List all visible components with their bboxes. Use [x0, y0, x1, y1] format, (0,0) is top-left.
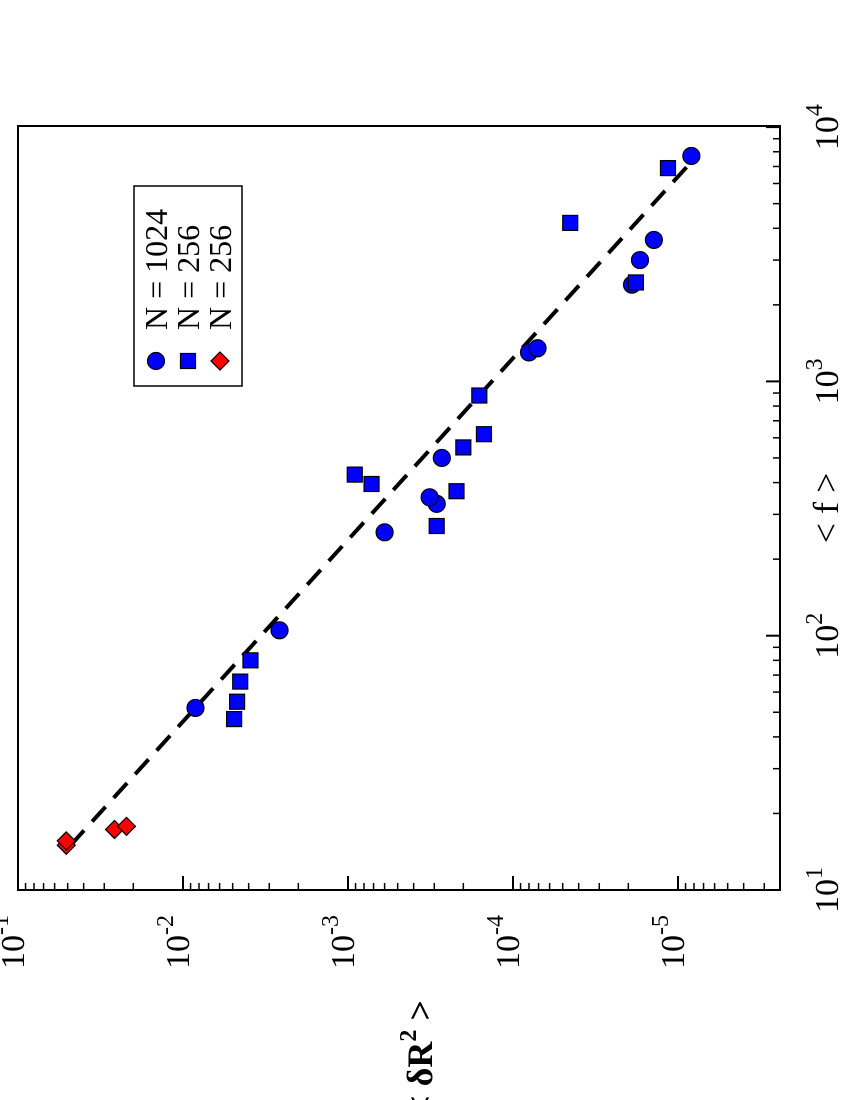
- data-point-circle: [270, 621, 289, 640]
- plot-frame: [17, 125, 781, 891]
- data-point-square: [226, 710, 243, 728]
- y-tick-label-exponent: -4: [483, 915, 509, 935]
- legend-label: N = 256: [202, 225, 238, 330]
- data-point-square: [448, 483, 465, 500]
- data-point-square: [229, 693, 246, 710]
- data-point-square: [455, 439, 472, 456]
- data-points: [56, 146, 701, 856]
- legend-marker-diamond: [210, 351, 230, 371]
- legend-entry: N = 1024: [138, 209, 174, 371]
- data-point-circle: [186, 698, 205, 718]
- data-point-circle: [528, 339, 547, 358]
- y-tick-label-base: 10: [655, 935, 692, 969]
- x-tick-label-base: 10: [809, 116, 846, 150]
- legend-entry: N = 256: [170, 225, 206, 370]
- x-tick-label: 101: [802, 867, 846, 913]
- x-tick-label-exponent: 3: [802, 358, 828, 370]
- x-axis-major-ticks: [766, 126, 780, 891]
- legend-label: N = 256: [170, 225, 206, 330]
- data-point-circle: [644, 230, 663, 250]
- x-tick-label-exponent: 4: [802, 104, 828, 116]
- y-axis-major-ticks: [17, 876, 679, 890]
- data-point-square: [471, 387, 488, 404]
- data-point-circle: [375, 523, 394, 542]
- x-tick-label: 103: [802, 358, 846, 404]
- data-point-square: [562, 214, 579, 232]
- x-tick-label: 104: [802, 104, 846, 150]
- y-tick-label-exponent: -1: [0, 915, 14, 935]
- data-point-circle: [420, 488, 439, 507]
- data-point-square: [242, 652, 259, 669]
- y-tick-label-base: 10: [0, 935, 32, 969]
- y-tick-label: 10-3: [318, 915, 362, 969]
- y-tick-label: 10-1: [0, 915, 32, 969]
- data-point-diamond: [56, 831, 77, 851]
- data-point-square: [232, 673, 249, 690]
- legend-entry: N = 256: [202, 225, 238, 371]
- y-tick-label: 10-4: [483, 915, 527, 969]
- x-tick-label-base: 10: [809, 879, 846, 913]
- y-tick-label-exponent: -5: [648, 915, 674, 935]
- x-tick-label-exponent: 2: [802, 613, 828, 625]
- legend-marker-circle: [146, 351, 166, 371]
- y-tick-label-base: 10: [490, 935, 527, 969]
- legend-marker-square: [179, 352, 197, 370]
- y-tick-label-base: 10: [325, 935, 362, 969]
- x-tick-label-base: 10: [809, 625, 846, 659]
- y-axis-tick-labels: 10-110-210-310-410-5: [0, 915, 692, 969]
- x-axis-title: < f >: [806, 473, 846, 544]
- y-tick-label: 10-2: [153, 915, 197, 969]
- data-point-square: [659, 159, 677, 177]
- data-point-circle: [432, 448, 451, 468]
- y-axis-title-exponent: 2: [396, 1030, 422, 1042]
- x-tick-label-base: 10: [809, 370, 846, 404]
- x-tick-label-exponent: 1: [802, 867, 828, 879]
- legend-label: N = 1024: [138, 209, 174, 330]
- y-axis-title-end: >: [400, 1000, 440, 1030]
- y-tick-label-exponent: -3: [318, 915, 344, 935]
- y-tick-label: 10-5: [648, 915, 692, 969]
- legend-box: [133, 185, 243, 387]
- x-axis-minor-ticks: [773, 137, 780, 815]
- x-tick-label: 102: [802, 613, 846, 659]
- y-tick-label-exponent: -2: [153, 915, 179, 935]
- data-point-circle: [682, 146, 701, 166]
- data-point-circle: [630, 250, 650, 270]
- data-point-square: [346, 466, 363, 483]
- data-point-square: [627, 274, 644, 291]
- y-axis-title-base: < δR: [400, 1041, 440, 1100]
- y-axis-minor-ticks: [24, 883, 766, 890]
- data-point-square: [428, 517, 445, 535]
- fit-line: [69, 165, 689, 847]
- y-axis-title: < δR2 >: [396, 1000, 440, 1100]
- data-point-diamond: [116, 816, 137, 837]
- data-point-square: [475, 426, 493, 443]
- y-tick-label-base: 10: [160, 935, 197, 969]
- data-point-square: [363, 475, 380, 493]
